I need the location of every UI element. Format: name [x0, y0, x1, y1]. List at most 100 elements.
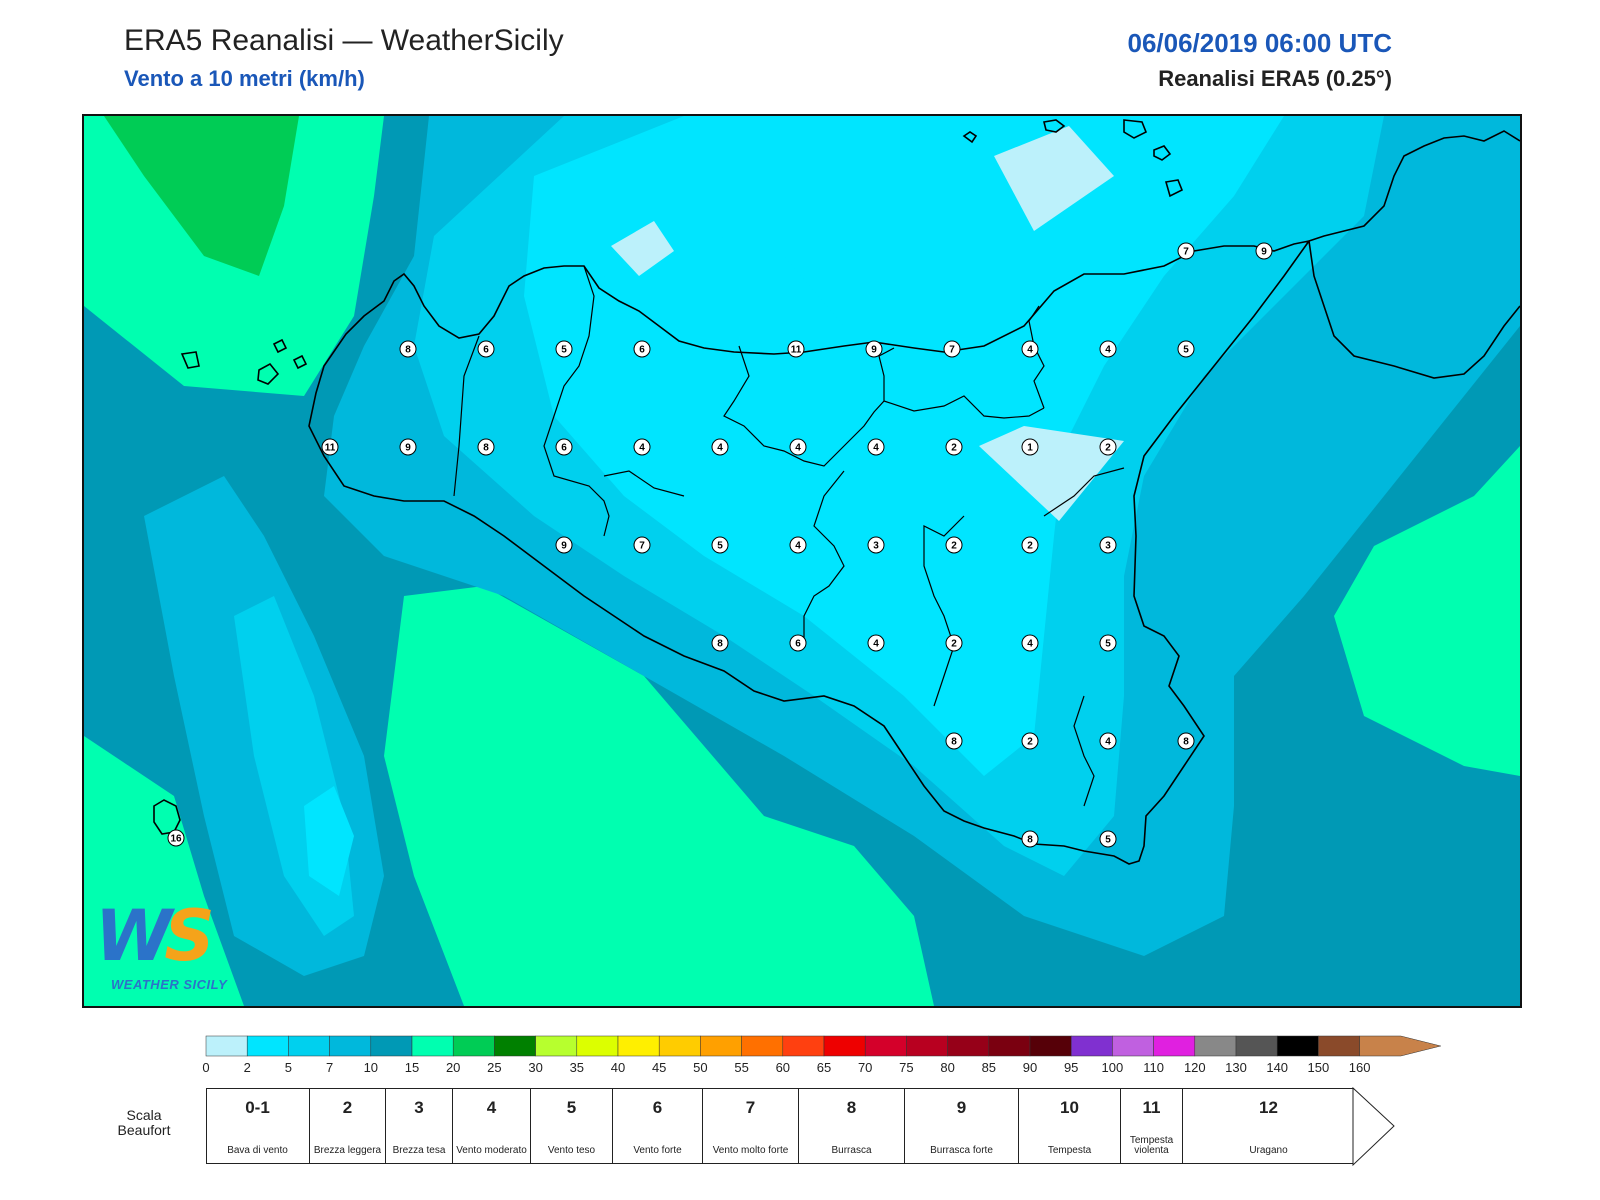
svg-text:4: 4: [1027, 345, 1033, 356]
wind-label: 4: [1099, 340, 1117, 358]
color-scale-swatch: [452, 1035, 495, 1057]
color-scale-swatch: [864, 1035, 907, 1057]
svg-text:9: 9: [405, 443, 411, 454]
svg-text:16: 16: [170, 834, 182, 845]
color-scale-tick-label: 25: [487, 1060, 502, 1075]
svg-text:2: 2: [1027, 737, 1033, 748]
beaufort-cell: 10 Tempesta: [1019, 1088, 1121, 1164]
color-scale-swatch: [1359, 1035, 1441, 1057]
beaufort-description: Vento moderato: [456, 1145, 527, 1156]
wind-label: 11: [321, 438, 339, 456]
valid-date: 06/06/2019 06:00 UTC: [1127, 28, 1392, 58]
color-scale-swatch: [329, 1035, 372, 1057]
svg-text:5: 5: [561, 345, 567, 356]
color-scale-tick-label: 40: [610, 1060, 626, 1075]
color-scale-tick-label: 80: [940, 1060, 955, 1075]
wind-label: 4: [711, 438, 729, 456]
color-scale-tick-label: 10: [363, 1060, 379, 1075]
svg-text:6: 6: [639, 345, 645, 356]
beaufort-number: 11: [1142, 1098, 1161, 1117]
egadi-islands: [180, 338, 288, 385]
svg-text:8: 8: [1183, 737, 1189, 748]
svg-text:5: 5: [1183, 345, 1189, 356]
beaufort-number: 12: [1259, 1098, 1278, 1117]
svg-text:5: 5: [1105, 835, 1111, 846]
band-0-2-central: [979, 426, 1124, 521]
wind-label: 8: [1177, 732, 1195, 750]
color-scale-tick-label: 130: [1225, 1060, 1247, 1075]
svg-text:5: 5: [717, 541, 723, 552]
color-scale-swatch: [1112, 1035, 1154, 1057]
color-scale-tick-label: 110: [1143, 1060, 1164, 1075]
logo-letters: WS: [95, 895, 215, 977]
band-15-20-south: [384, 586, 934, 1006]
color-scale-swatch: [205, 1035, 248, 1057]
color-scale-tick-label: 140: [1266, 1060, 1289, 1075]
color-scale-swatch: [1153, 1035, 1196, 1057]
color-scale-tick-label: 70: [857, 1060, 873, 1075]
beaufort-description: Brezza leggera: [313, 1145, 382, 1156]
wind-label: 2: [945, 634, 963, 652]
wind-label: 4: [1099, 732, 1117, 750]
wind-map: 7 9 8 6 5 6 11 9 7 4 4 5 11 9 8 6 4 4 4 4 2 1 2 9 7 5 4 3 2 2 3 8 6 4 2 4 5 8…: [82, 114, 1522, 1008]
svg-text:9: 9: [561, 541, 567, 552]
wind-label: 11: [787, 340, 805, 358]
wind-label: 4: [789, 438, 807, 456]
svg-text:4: 4: [1027, 639, 1033, 650]
color-scale-tick-label: 100: [1101, 1060, 1124, 1075]
svg-text:4: 4: [873, 639, 879, 650]
beaufort-cell: 5 Vento teso: [531, 1088, 613, 1164]
color-scale-swatch: [246, 1035, 289, 1057]
svg-text:7: 7: [949, 345, 955, 356]
color-scale-tick-label: 2: [243, 1060, 251, 1075]
color-scale-swatch: [411, 1035, 454, 1057]
wind-label: 6: [633, 340, 651, 358]
svg-text:4: 4: [1105, 737, 1111, 748]
svg-text:11: 11: [325, 443, 336, 454]
beaufort-scale-title: Scala Beaufort: [117, 1107, 171, 1138]
beaufort-description: Burrasca: [831, 1145, 872, 1156]
svg-text:9: 9: [871, 345, 877, 356]
svg-text:4: 4: [873, 443, 879, 454]
color-scale-tick-label: 35: [569, 1060, 585, 1075]
beaufort-number: 9: [956, 1098, 967, 1117]
wind-label: 4: [1021, 634, 1039, 652]
color-scale-swatch: [823, 1035, 866, 1057]
beaufort-number: 6: [652, 1098, 663, 1117]
wind-label: 2: [1099, 438, 1117, 456]
color-scale-swatch: [906, 1035, 948, 1057]
color-scale-swatch: [1235, 1035, 1278, 1057]
beaufort-number: 8: [846, 1098, 857, 1117]
beaufort-description: Vento teso: [547, 1145, 596, 1156]
color-scale-tick-label: 55: [734, 1060, 749, 1075]
color-scale-tick-label: 7: [325, 1060, 334, 1075]
beaufort-description: Vento molto forte: [712, 1145, 789, 1156]
wind-label: 8: [711, 634, 729, 652]
svg-text:8: 8: [405, 345, 411, 356]
svg-text:4: 4: [795, 443, 801, 454]
color-scale-swatch: [370, 1035, 413, 1057]
wind-label: 5: [711, 536, 729, 554]
wind-label: 3: [1099, 536, 1117, 554]
wind-label: 4: [633, 438, 651, 456]
beaufort-cell: 4 Vento moderato: [453, 1088, 531, 1164]
svg-text:2: 2: [951, 541, 957, 552]
svg-text:4: 4: [639, 443, 645, 454]
beaufort-cell: 0-1 Bava di vento: [206, 1088, 310, 1164]
wind-label: 5: [1177, 340, 1195, 358]
beaufort-scale-arrow: [1352, 1087, 1395, 1167]
svg-text:4: 4: [717, 443, 723, 454]
pantelleria-island: [153, 799, 181, 835]
logo-letter-s: S: [164, 895, 215, 977]
sicily-coast: [308, 239, 1311, 865]
wind-label: 5: [555, 340, 573, 358]
color-scale-tick-label: 85: [981, 1060, 997, 1075]
beaufort-number: 10: [1060, 1098, 1079, 1117]
svg-text:5: 5: [1105, 639, 1111, 650]
wind-label: 8: [1021, 830, 1039, 848]
eolie-islands: [962, 119, 1184, 198]
color-scale-tick-label: 120: [1183, 1060, 1206, 1075]
beaufort-number: 4: [486, 1098, 497, 1117]
svg-text:6: 6: [561, 443, 567, 454]
beaufort-description: Brezza tesa: [392, 1145, 446, 1156]
